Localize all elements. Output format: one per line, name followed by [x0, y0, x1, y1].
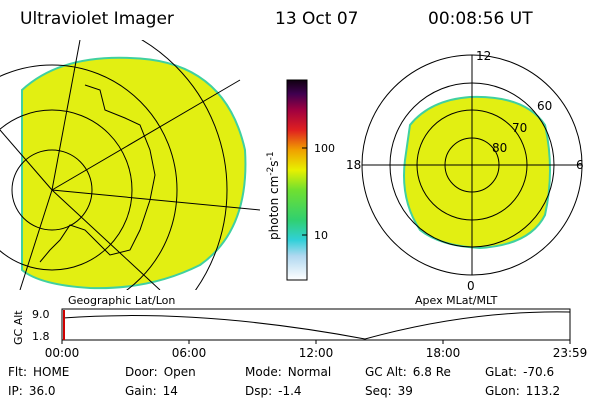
mlat-label: 60 — [537, 99, 552, 113]
info-label: GLon: — [485, 384, 520, 398]
colorbar-tick-label: 100 — [314, 142, 335, 155]
info-value: HOME — [33, 365, 69, 379]
colorbar-label: photon cm-2s-1 — [266, 151, 281, 240]
altitude-x-label: 18:00 — [426, 346, 461, 360]
info-value: 6.8 Re — [413, 365, 451, 379]
info-label: IP: — [8, 384, 23, 398]
info-value: 113.2 — [526, 384, 560, 398]
info-value: Open — [164, 365, 196, 379]
apex-image — [361, 54, 583, 276]
mlt-label: 0 — [467, 279, 475, 293]
title: Ultraviolet Imager — [20, 9, 174, 29]
info-label: Door: — [125, 365, 158, 379]
altitude-axis-label: GC Alt — [12, 310, 25, 345]
info-value: 14 — [163, 384, 178, 398]
colorbar-tick-label: 10 — [314, 229, 328, 242]
mlt-label: 12 — [476, 49, 491, 63]
info-label: Dsp: — [245, 384, 272, 398]
info-value: 39 — [398, 384, 413, 398]
altitude-frame — [61, 308, 571, 341]
mlt-label: 18 — [346, 158, 361, 172]
info-value: -1.4 — [278, 384, 301, 398]
geo-image — [0, 40, 260, 290]
mlat-label: 70 — [512, 121, 527, 135]
panel-label: Apex MLat/MLT — [415, 294, 498, 307]
info-label: Mode: — [245, 365, 282, 379]
colorbar — [286, 79, 308, 281]
info-value: Normal — [288, 365, 331, 379]
info-label: Seq: — [365, 384, 392, 398]
info-value: 36.0 — [29, 384, 56, 398]
info-label: Flt: — [8, 365, 27, 379]
altitude-x-label: 23:59 — [553, 346, 588, 360]
altitude-y-label: 1.8 — [32, 330, 50, 343]
altitude-y-label: 9.0 — [32, 308, 50, 321]
altitude-curve — [62, 311, 571, 340]
date: 13 Oct 07 — [275, 9, 358, 29]
altitude-x-label: 06:00 — [172, 346, 207, 360]
info-value: -70.6 — [523, 365, 554, 379]
altitude-x-label: 12:00 — [299, 346, 334, 360]
altitude-x-label: 00:00 — [45, 346, 80, 360]
panel-label: Geographic Lat/Lon — [68, 294, 175, 307]
info-label: Gain: — [125, 384, 157, 398]
time: 00:08:56 UT — [428, 9, 533, 29]
mlat-label: 80 — [492, 141, 507, 155]
mlt-label: 6 — [576, 158, 584, 172]
info-label: GLat: — [485, 365, 517, 379]
info-label: GC Alt: — [365, 365, 407, 379]
